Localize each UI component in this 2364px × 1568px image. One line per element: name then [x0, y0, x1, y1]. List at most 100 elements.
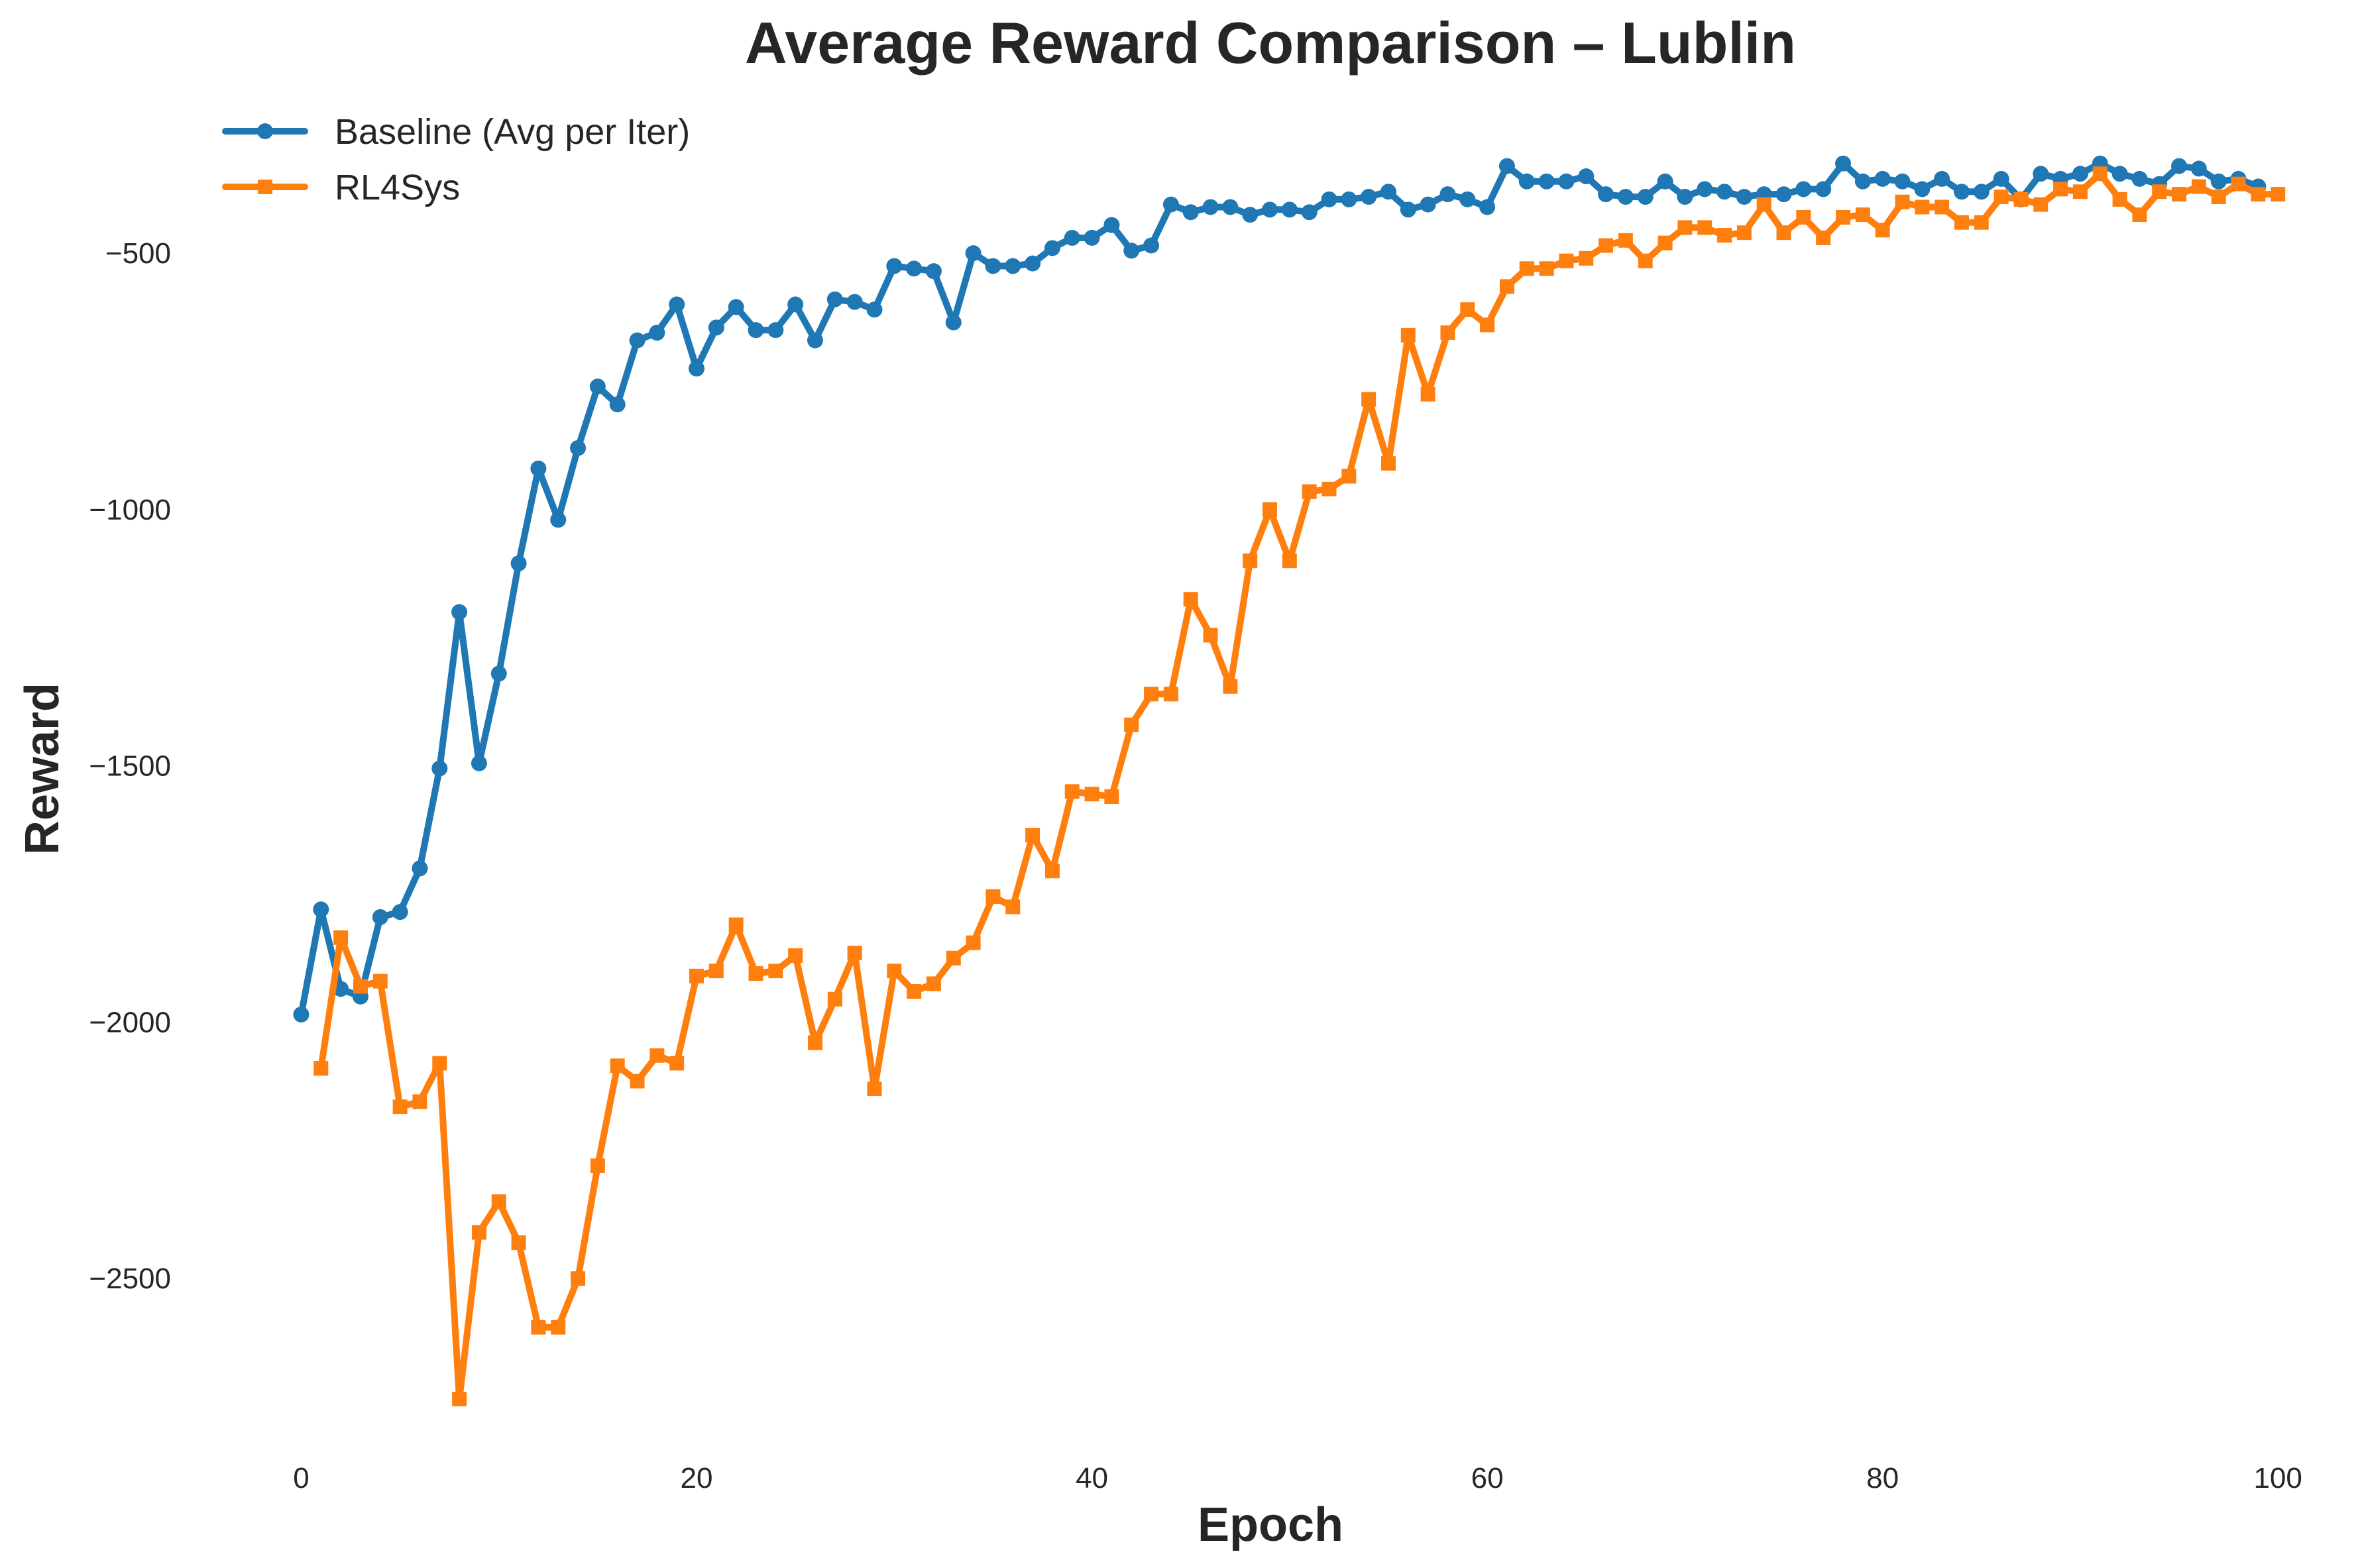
data-point: [1815, 181, 1832, 197]
data-point: [1993, 170, 2009, 187]
series-rl4sys: [313, 166, 2286, 1407]
data-point: [1717, 228, 1732, 243]
data-point: [767, 322, 784, 339]
data-point: [589, 378, 606, 395]
data-point: [2251, 187, 2266, 202]
data-point: [1439, 186, 1456, 203]
data-point: [1162, 196, 1179, 213]
data-point: [1538, 173, 1555, 190]
y-axis-label: Reward: [16, 683, 69, 855]
data-point: [669, 296, 685, 313]
data-point: [1795, 181, 1812, 197]
data-point: [571, 1271, 586, 1286]
data-point: [1558, 173, 1575, 190]
data-point: [1025, 255, 1041, 272]
data-point: [768, 964, 783, 979]
data-point: [551, 1319, 566, 1335]
data-point: [2111, 166, 2128, 182]
data-point: [1637, 188, 1654, 205]
data-point: [1617, 188, 1634, 205]
data-point: [1124, 717, 1139, 732]
data-point: [1123, 243, 1140, 259]
data-point: [629, 332, 646, 349]
y-tick-label: −2000: [89, 1006, 171, 1038]
data-point: [2172, 187, 2187, 202]
data-point: [471, 1225, 486, 1240]
data-point: [1243, 553, 1258, 569]
data-point: [1301, 204, 1318, 221]
data-point: [827, 991, 842, 1007]
data-point: [1756, 197, 1772, 212]
data-point: [451, 604, 468, 620]
data-point: [1736, 225, 1752, 241]
data-point: [1302, 484, 1317, 499]
x-tick-label: 60: [1471, 1462, 1504, 1494]
data-point: [1776, 225, 1791, 241]
data-point: [1064, 784, 1080, 799]
data-point: [966, 935, 981, 950]
data-point: [372, 974, 388, 989]
data-point: [609, 396, 626, 413]
data-point: [946, 950, 961, 966]
data-point: [945, 314, 962, 331]
data-point: [2013, 192, 2029, 207]
data-point: [2112, 192, 2127, 207]
data-point: [669, 1056, 685, 1071]
data-point: [2131, 170, 2148, 187]
x-tick-label: 40: [1076, 1462, 1108, 1494]
data-point: [1775, 186, 1792, 203]
data-point: [1895, 194, 1910, 209]
data-point: [728, 917, 744, 932]
data-point: [570, 440, 587, 457]
data-point: [1183, 592, 1198, 607]
data-point: [530, 460, 547, 476]
series-line-rl4sys: [317, 170, 2282, 1402]
data-point: [1854, 173, 1871, 190]
data-point: [708, 964, 724, 979]
data-point: [1400, 327, 1416, 343]
data-point: [2152, 184, 2167, 199]
data-point: [1954, 215, 1969, 230]
data-point: [867, 1082, 882, 1097]
data-point: [1044, 864, 1060, 879]
data-point: [1578, 168, 1595, 185]
data-point: [2191, 179, 2206, 194]
legend-marker: [258, 180, 272, 194]
data-point: [886, 258, 903, 274]
y-tick-label: −2500: [89, 1262, 171, 1295]
data-point: [1440, 325, 1455, 340]
data-point: [906, 260, 923, 277]
data-point: [1202, 199, 1219, 215]
data-point: [431, 760, 448, 777]
data-point: [1262, 201, 1278, 218]
data-point: [887, 964, 902, 979]
data-point: [550, 512, 567, 528]
series-line-baseline: [298, 160, 2262, 1018]
data-point: [1380, 184, 1396, 200]
data-point: [2072, 184, 2088, 199]
data-point: [313, 1061, 329, 1076]
data-point: [2171, 158, 2188, 174]
data-point: [1579, 251, 1594, 266]
data-point: [2053, 182, 2068, 197]
data-point: [649, 324, 665, 341]
legend-marker: [257, 123, 273, 139]
data-point: [1599, 238, 1614, 253]
data-point: [392, 904, 408, 921]
data-point: [1874, 170, 1891, 187]
data-point: [2033, 197, 2049, 212]
data-point: [965, 245, 982, 262]
data-point: [333, 930, 349, 945]
data-point: [748, 966, 763, 981]
data-point: [1182, 204, 1199, 221]
data-point: [649, 1048, 665, 1063]
data-point: [1400, 201, 1416, 218]
data-point: [1420, 386, 1435, 402]
data-point: [1973, 184, 1990, 200]
data-point: [1499, 279, 1514, 294]
data-point: [1341, 469, 1357, 484]
data-point: [372, 909, 388, 925]
data-point: [1341, 191, 1357, 207]
data-point: [1915, 199, 1930, 215]
data-point: [1894, 173, 1911, 190]
